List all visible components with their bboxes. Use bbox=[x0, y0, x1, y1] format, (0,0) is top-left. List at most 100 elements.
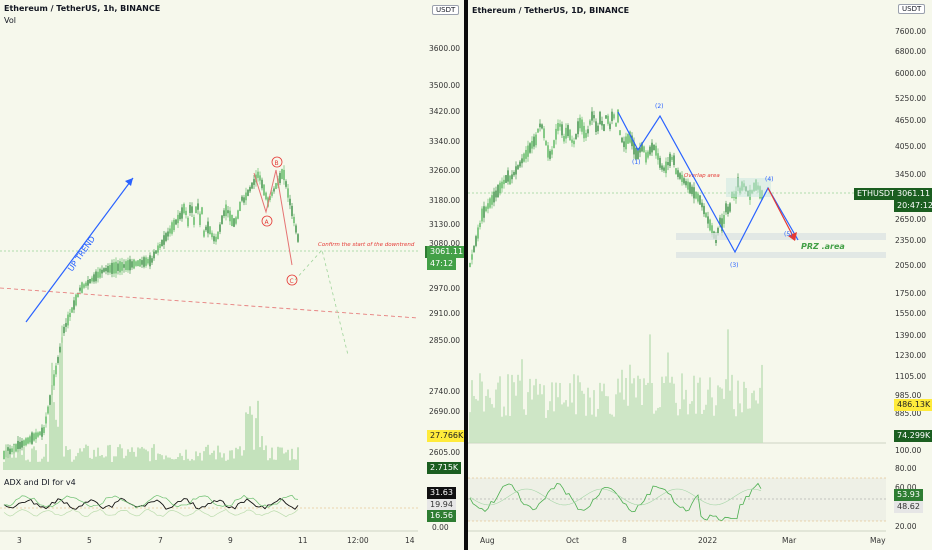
right-y-tick: 4650.00 bbox=[895, 116, 926, 125]
candle bbox=[661, 165, 663, 170]
candle bbox=[131, 261, 133, 268]
volume-bar bbox=[231, 450, 233, 470]
volume-bar bbox=[285, 452, 287, 470]
left-volume-tag: 27.766K bbox=[427, 430, 467, 442]
candle bbox=[201, 207, 203, 215]
right-x-tick: Oct bbox=[566, 536, 579, 545]
left-currency-button[interactable]: USDT bbox=[432, 5, 460, 15]
candle bbox=[581, 119, 583, 132]
volume-bar bbox=[79, 448, 81, 470]
candle bbox=[547, 145, 549, 158]
candle bbox=[177, 214, 179, 224]
volume-bar bbox=[625, 377, 627, 443]
candle bbox=[665, 161, 667, 174]
candle bbox=[551, 149, 553, 155]
candle bbox=[35, 432, 37, 440]
candle bbox=[287, 188, 289, 198]
projection-path bbox=[294, 249, 349, 356]
prz-area-label: PRZ .area bbox=[801, 242, 845, 251]
left-y-tick: 2605.00 bbox=[429, 448, 460, 457]
candle bbox=[607, 115, 609, 124]
volume-bar bbox=[715, 405, 717, 443]
candle bbox=[49, 395, 51, 405]
candle bbox=[125, 261, 127, 271]
candle bbox=[151, 258, 153, 263]
candle bbox=[223, 210, 225, 217]
volume-bar bbox=[605, 396, 607, 443]
right-y-tick: 20.00 bbox=[895, 522, 917, 531]
right-currency-button[interactable]: USDT bbox=[898, 4, 926, 14]
volume-bar bbox=[257, 400, 259, 470]
left-y-tick: 3080.00 bbox=[429, 239, 460, 248]
candle bbox=[133, 259, 135, 269]
volume-bar bbox=[725, 379, 727, 443]
candle bbox=[119, 261, 121, 273]
candle bbox=[79, 287, 81, 291]
volume-bar bbox=[687, 414, 689, 443]
volume-bar bbox=[579, 382, 581, 443]
candle bbox=[217, 231, 219, 240]
candle bbox=[139, 258, 141, 267]
candle bbox=[23, 440, 25, 446]
left-x-tick: 7 bbox=[158, 536, 163, 545]
volume-bar bbox=[157, 453, 159, 470]
volume-bar bbox=[47, 461, 49, 470]
volume-bar bbox=[13, 444, 15, 470]
volume-bar bbox=[497, 382, 499, 443]
candle bbox=[641, 142, 643, 152]
right-y-tick: 3450.00 bbox=[895, 170, 926, 179]
candle bbox=[219, 224, 221, 232]
volume-bar bbox=[103, 457, 105, 470]
volume-bar bbox=[291, 448, 293, 470]
candle bbox=[263, 184, 265, 196]
wave-c-label: C bbox=[290, 278, 294, 285]
candle bbox=[473, 246, 475, 252]
volume-bar bbox=[151, 447, 153, 470]
right-chart-canvas[interactable]: 7600.00 6800.00 6000.00 5250.00 4650.00 4050.… bbox=[468, 0, 932, 550]
candle bbox=[705, 212, 707, 218]
candle bbox=[593, 115, 595, 119]
volume-bar bbox=[693, 375, 695, 443]
candle bbox=[723, 215, 725, 224]
volume-bar bbox=[705, 404, 707, 443]
candle bbox=[695, 191, 697, 199]
volume-bar bbox=[745, 388, 747, 443]
candle bbox=[567, 125, 569, 137]
candle bbox=[167, 231, 169, 237]
volume-bar bbox=[695, 413, 697, 443]
rsi-ma-tag: 48.62 bbox=[894, 501, 923, 513]
volume-bar bbox=[89, 457, 91, 470]
volume-bar bbox=[491, 404, 493, 443]
volume-bar bbox=[567, 406, 569, 443]
volume-bar bbox=[107, 445, 109, 470]
volume-bar bbox=[533, 385, 535, 443]
left-chart-pane[interactable]: 3600.00 3500.00 3420.00 3340.00 3260.00 3180.… bbox=[0, 0, 469, 550]
rsi-ma-line bbox=[469, 488, 762, 506]
left-chart-canvas[interactable]: 3600.00 3500.00 3420.00 3340.00 3260.00 3180.… bbox=[0, 0, 464, 550]
volume-bar bbox=[183, 460, 185, 470]
candle bbox=[195, 206, 197, 213]
volume-bar bbox=[539, 383, 541, 443]
candle bbox=[595, 121, 597, 133]
volume-bar bbox=[177, 457, 179, 470]
volume-bar bbox=[15, 457, 17, 470]
candle bbox=[11, 448, 13, 453]
volume-bar bbox=[531, 399, 533, 443]
uptrend-label: UP TREND bbox=[66, 235, 97, 274]
volume-bar bbox=[619, 392, 621, 443]
candle bbox=[497, 184, 499, 198]
volume-bar bbox=[145, 449, 147, 470]
candle bbox=[97, 271, 99, 278]
candle bbox=[75, 294, 77, 306]
pane-divider[interactable] bbox=[464, 0, 468, 550]
candle bbox=[691, 186, 693, 195]
candle bbox=[183, 203, 185, 214]
volume-bar bbox=[143, 448, 145, 470]
volume-bar bbox=[179, 453, 181, 470]
candle bbox=[729, 203, 731, 212]
candle bbox=[273, 188, 275, 192]
volume-bar bbox=[273, 459, 275, 470]
right-chart-pane[interactable]: 7600.00 6800.00 6000.00 5250.00 4650.00 4050.… bbox=[468, 0, 932, 550]
candle bbox=[247, 189, 249, 196]
projection-arrowhead bbox=[788, 232, 797, 241]
